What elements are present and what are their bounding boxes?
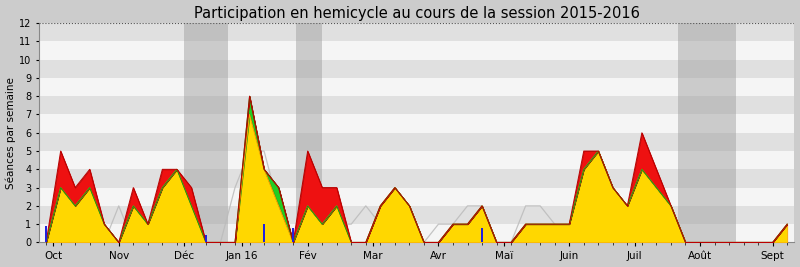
Bar: [39, 224, 794, 242]
Bar: [184, 23, 228, 242]
Y-axis label: Séances par semaine: Séances par semaine: [6, 77, 16, 189]
Bar: [39, 133, 794, 151]
Bar: [39, 206, 794, 224]
Bar: [39, 41, 794, 60]
Bar: [39, 151, 794, 169]
Bar: [39, 60, 794, 78]
Bar: [205, 235, 207, 242]
Bar: [39, 115, 794, 133]
Bar: [296, 23, 322, 242]
Bar: [262, 224, 266, 242]
Bar: [292, 228, 294, 242]
Bar: [39, 78, 794, 96]
Bar: [45, 226, 47, 242]
Title: Participation en hemicycle au cours de la session 2015-2016: Participation en hemicycle au cours de l…: [194, 6, 639, 21]
Bar: [39, 188, 794, 206]
Bar: [39, 169, 794, 188]
Bar: [39, 23, 794, 41]
Bar: [39, 96, 794, 115]
Bar: [481, 228, 483, 242]
Bar: [678, 23, 736, 242]
